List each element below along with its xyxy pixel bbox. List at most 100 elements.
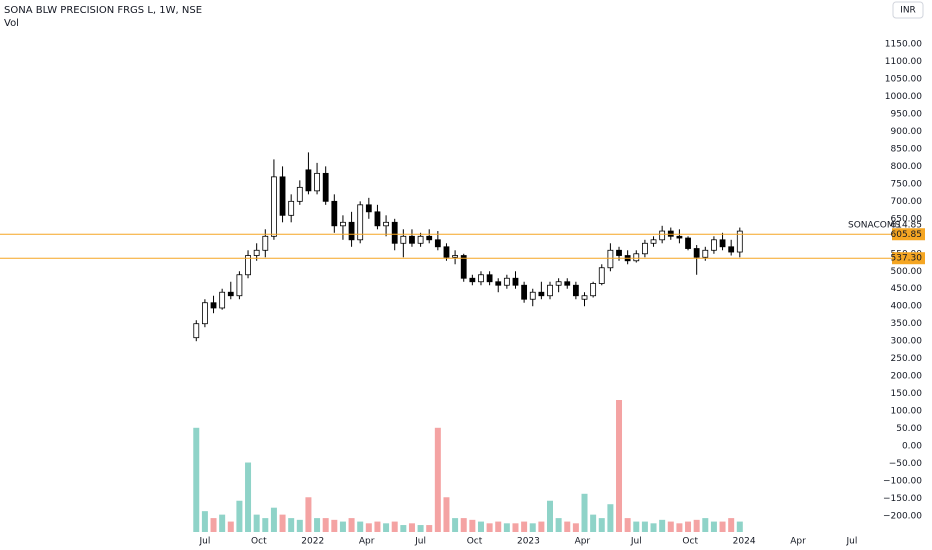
candle-body — [296, 186, 303, 202]
candle-body — [322, 172, 329, 202]
candle-body — [193, 323, 200, 339]
candle-body — [227, 291, 234, 297]
y-tick-label: 300.00 — [891, 337, 923, 347]
candle-body — [659, 230, 666, 241]
y-tick-label: −150.00 — [883, 494, 922, 504]
volume-bar — [236, 500, 243, 532]
candle-body — [495, 281, 502, 286]
x-tick-label: Apr — [359, 537, 375, 547]
x-tick-label: Jul — [846, 537, 858, 547]
y-tick-label: 200.00 — [891, 372, 923, 382]
volume-bar — [219, 514, 226, 532]
volume-bar — [452, 518, 459, 532]
y-tick-label: 1050.00 — [885, 74, 922, 84]
candle-body — [486, 274, 493, 283]
volume-bar — [685, 521, 692, 532]
candle-body — [702, 249, 709, 258]
volume-bar — [331, 519, 338, 532]
y-tick-label: 1100.00 — [885, 57, 922, 67]
candle-body — [633, 253, 640, 262]
symbol-label: SONACOMS — [848, 221, 901, 231]
volume-bar — [408, 523, 415, 532]
x-tick-label: Apr — [790, 537, 806, 547]
candle-body — [555, 281, 562, 286]
candle-body — [616, 249, 622, 256]
y-tick-label: 350.00 — [891, 319, 923, 329]
volume-bar — [227, 521, 234, 532]
candle-body — [400, 235, 407, 244]
x-tick-label: Oct — [682, 537, 698, 547]
volume-bar — [210, 518, 217, 532]
candle-body — [581, 295, 588, 300]
candle-body — [340, 221, 346, 227]
volume-bar — [391, 521, 398, 532]
volume-bar — [374, 521, 381, 532]
y-tick-label: 150.00 — [891, 389, 923, 399]
candle-body — [262, 235, 269, 251]
volume-bar — [469, 519, 476, 532]
x-tick-label: Oct — [251, 537, 267, 547]
currency-box[interactable] — [892, 1, 924, 19]
candle-body — [288, 200, 295, 216]
candle-body — [598, 267, 605, 284]
level-tag — [892, 228, 925, 241]
volume-bar — [624, 518, 631, 532]
volume-bar — [659, 519, 666, 532]
level-tag — [892, 252, 925, 265]
volume-bar — [555, 518, 562, 532]
y-tick-label: 750.00 — [891, 179, 923, 189]
candle-body — [728, 246, 735, 253]
candle-body — [357, 204, 364, 241]
volume-label: Vol — [4, 18, 19, 29]
volume-bar — [521, 521, 528, 532]
volume-bar — [296, 519, 303, 532]
volume-bar — [728, 518, 735, 532]
candle-body — [348, 221, 355, 241]
y-tick-label: 1000.00 — [885, 92, 922, 102]
volume-bar — [348, 518, 355, 532]
y-tick-label: 850.00 — [891, 144, 923, 154]
candle-body — [460, 255, 467, 279]
candle-body — [271, 176, 277, 237]
currency[interactable]: INR — [900, 6, 916, 16]
x-tick-label: 2022 — [301, 537, 324, 547]
candle-body — [314, 172, 320, 192]
volume-bar — [503, 523, 510, 532]
candle-body — [590, 283, 597, 297]
volume-bar — [279, 514, 286, 532]
volume-bar — [426, 525, 433, 532]
candle-body — [331, 200, 338, 227]
chart-title: SONA BLW PRECISION FRGS L, 1W, NSE — [4, 5, 202, 16]
volume-bar — [650, 523, 657, 532]
candle-body — [736, 230, 743, 253]
candle-body — [210, 302, 217, 309]
candle-body — [667, 230, 674, 237]
x-tick-label: Jul — [414, 537, 426, 547]
candle-body — [434, 239, 441, 248]
volume-bar — [710, 521, 717, 532]
candle-body — [452, 255, 458, 258]
volume-bar — [495, 521, 502, 532]
candle-body — [469, 277, 476, 283]
x-tick-label: Jul — [198, 537, 210, 547]
candle-body — [538, 291, 545, 297]
x-tick-label: Oct — [467, 537, 483, 547]
candle-body — [564, 281, 571, 286]
volume-bar — [590, 514, 597, 532]
volume-bar — [253, 514, 260, 532]
volume-bar — [383, 523, 390, 532]
volume-bar — [305, 497, 312, 532]
volume-bar — [512, 523, 519, 532]
volume-bar — [314, 518, 321, 532]
y-tick-label: 450.00 — [891, 284, 923, 294]
volume-bar — [736, 521, 743, 532]
volume-bar — [616, 400, 623, 532]
volume-bar — [434, 427, 441, 532]
candle-body — [305, 169, 312, 192]
y-tick-label: 500.00 — [891, 267, 923, 277]
candle-body — [365, 204, 372, 213]
candle-body — [417, 235, 424, 244]
x-tick-label: Jul — [630, 537, 642, 547]
volume-bar — [262, 518, 269, 532]
y-tick-label: 900.00 — [891, 127, 923, 137]
